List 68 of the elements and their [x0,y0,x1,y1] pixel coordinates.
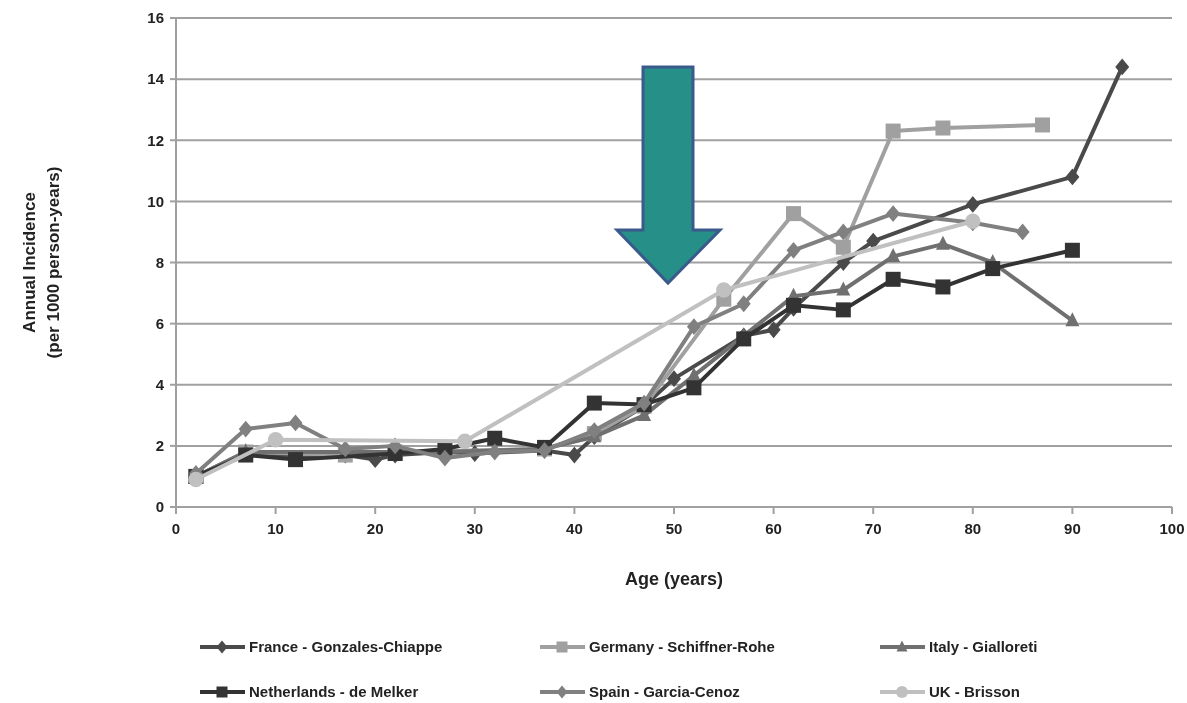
x-tick-label: 10 [267,520,284,537]
point [267,432,284,448]
x-tick-label: 50 [665,520,683,537]
legend-label: Spain - Garcia-Cenoz [589,683,740,701]
point [965,196,980,213]
point [985,261,1001,277]
point [587,422,602,439]
point [437,449,452,467]
point [1015,223,1030,241]
y-tick-label: 10 [147,192,164,210]
point [886,205,901,222]
x-tick-label: 0 [171,520,181,537]
point [667,370,681,388]
x-tick-label: 90 [1064,520,1081,537]
point [835,302,851,318]
x-tick-label: 100 [1159,520,1185,537]
point [1115,58,1130,76]
y-tick-label: 2 [155,437,164,455]
point [686,318,701,336]
point [836,223,851,241]
point [835,239,851,255]
point [567,446,582,464]
legend-label: UK - Brisson [929,683,1020,701]
point [836,281,851,296]
point [1065,312,1080,327]
legend-label: France - Gonzales-Chiappe [249,638,443,656]
x-tick-label: 30 [466,520,484,537]
point [288,414,303,432]
x-tick-label: 40 [566,520,583,537]
point [1035,117,1051,133]
point [786,206,802,222]
y-tick-label: 4 [155,376,165,393]
y-tick-label: 8 [155,253,164,271]
y-tick-label: 6 [155,314,164,332]
point [586,395,602,411]
point [736,331,752,347]
point [886,247,901,262]
point [487,443,502,461]
y-tick-label: 16 [147,9,164,27]
point [935,235,950,250]
point [686,380,702,396]
point [1064,242,1080,258]
point [786,241,801,259]
point [866,232,881,250]
legend-label: Italy - Gialloreti [929,638,1038,656]
point [238,420,253,438]
y-axis-title: Annual Incidence (per 1000 person-years) [20,166,63,359]
point [766,321,781,339]
legend-label: Germany - Schiffner-Rohe [589,638,775,656]
x-axis-title: Age (years) [624,569,724,589]
point [885,271,901,287]
point [935,279,951,295]
x-tick-label: 80 [964,520,982,537]
x-tick-label: 70 [864,520,882,537]
point [716,282,732,298]
legend-label: Netherlands - de Melker [249,683,419,701]
x-tick-label: 20 [366,520,384,537]
point [1065,168,1080,186]
point [487,430,503,446]
point [457,433,473,449]
y-tick-label: 0 [155,498,164,516]
y-tick-label: 12 [147,131,164,149]
x-tick-label: 60 [765,520,782,537]
point [736,295,751,313]
y-tick-label: 14 [147,70,165,88]
point [885,123,901,139]
point [935,120,951,136]
point [786,297,802,313]
